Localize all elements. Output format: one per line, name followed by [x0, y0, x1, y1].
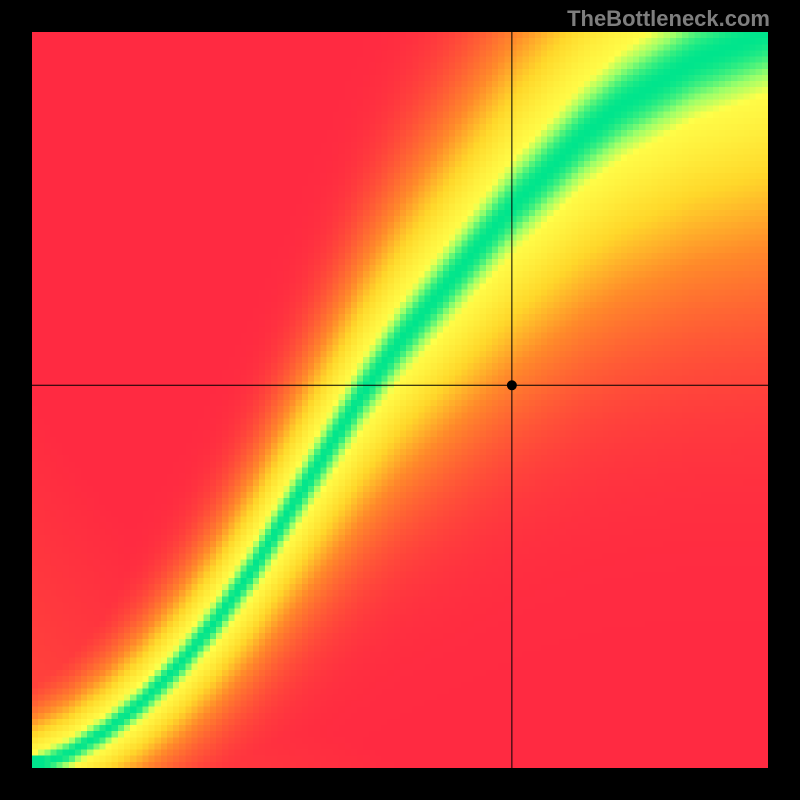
watermark-text: TheBottleneck.com — [567, 6, 770, 32]
bottleneck-heatmap — [32, 32, 768, 768]
chart-container: TheBottleneck.com — [0, 0, 800, 800]
